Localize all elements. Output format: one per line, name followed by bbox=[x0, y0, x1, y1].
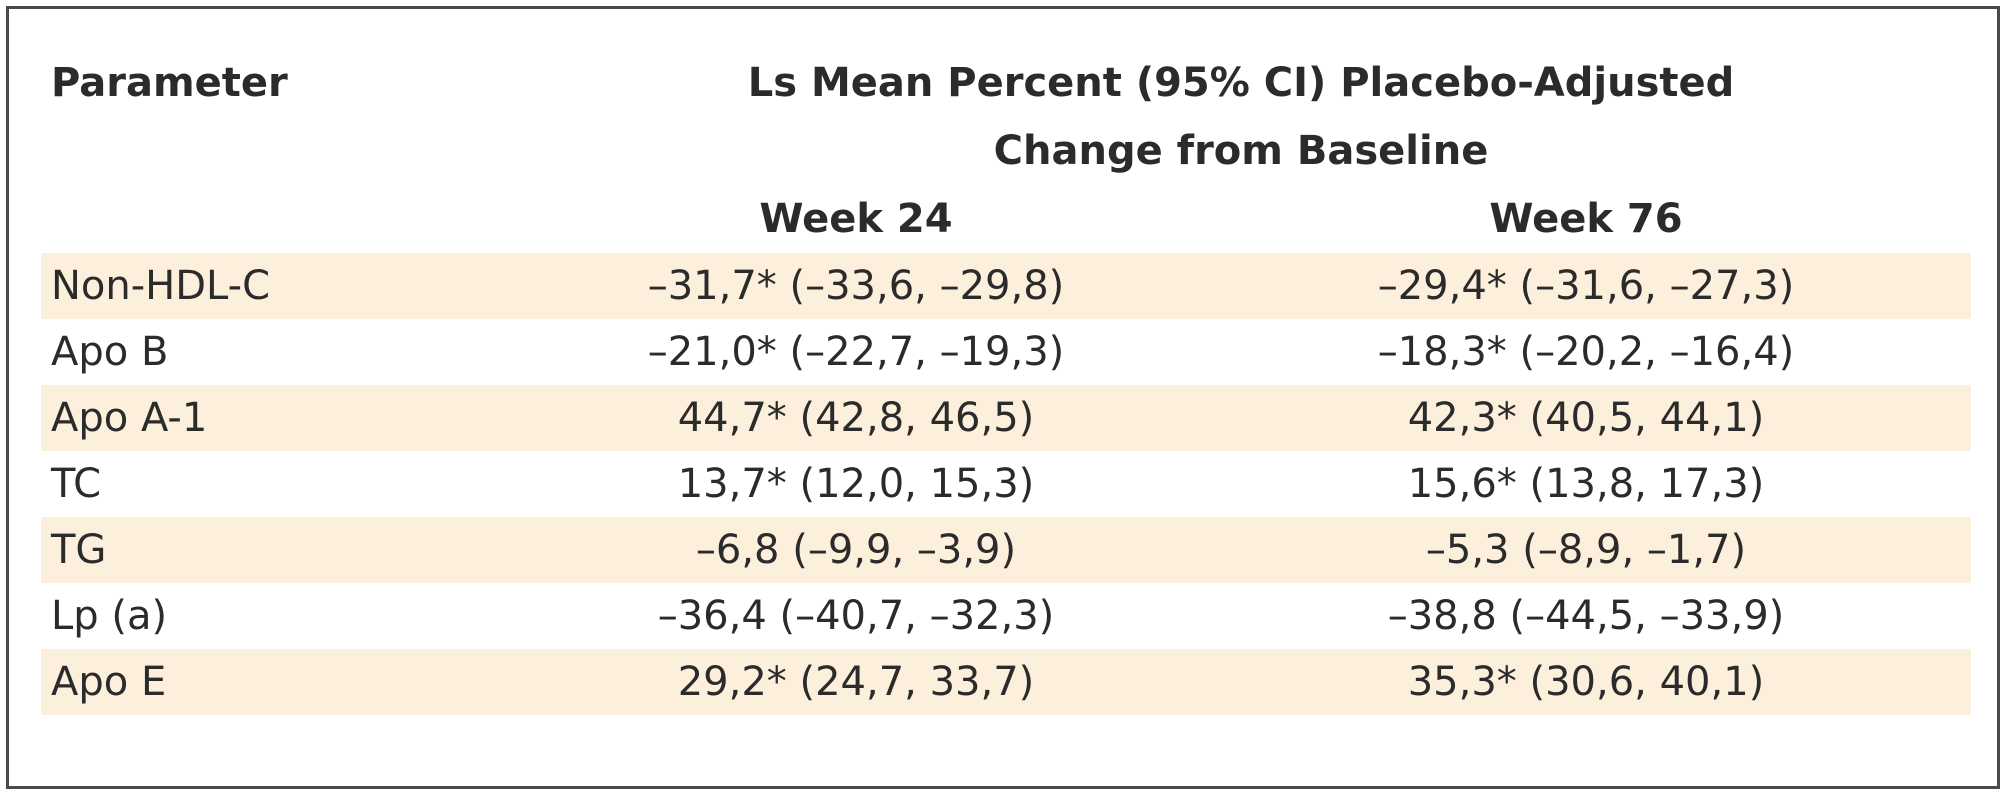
table-row: TG –6,8 (–9,9, –3,9) –5,3 (–8,9, –1,7) bbox=[41, 517, 1971, 583]
parameter-cell: Apo B bbox=[51, 329, 169, 375]
table-row: Apo B –21,0* (–22,7, –19,3) –18,3* (–20,2,… bbox=[41, 319, 1971, 385]
table-row: Apo E 29,2* (24,7, 33,7) 35,3* (30,6, 40,1… bbox=[41, 649, 1971, 715]
week24-cell: 29,2* (24,7, 33,7) bbox=[511, 649, 1201, 715]
week76-cell: –18,3* (–20,2, –16,4) bbox=[1377, 329, 1795, 375]
table-row: Lp (a) –36,4 (–40,7, –32,3) –38,8 (–44,5, … bbox=[41, 583, 1971, 649]
group-header-line2: Change from Baseline bbox=[993, 128, 1489, 174]
table-row: TC 13,7* (12,0, 15,3) 15,6* (13,8, 17,3) bbox=[41, 451, 1971, 517]
parameter-cell: Non-HDL-C bbox=[41, 253, 511, 319]
week76-header: Week 76 bbox=[1489, 196, 1683, 242]
empty-header-cell bbox=[41, 185, 511, 253]
week76-cell: 42,3* (40,5, 44,1) bbox=[1201, 385, 1971, 451]
week24-cell: 13,7* (12,0, 15,3) bbox=[677, 461, 1035, 507]
table-row: Non-HDL-C –31,7* (–33,6, –29,8) –29,4* (–3… bbox=[41, 253, 1971, 319]
parameter-header: Parameter bbox=[51, 60, 288, 106]
week24-cell: –21,0* (–22,7, –19,3) bbox=[647, 329, 1065, 375]
week24-cell: –31,7* (–33,6, –29,8) bbox=[511, 253, 1201, 319]
header-row-3: Week 24 Week 76 bbox=[41, 185, 1971, 253]
table-body: Non-HDL-C –31,7* (–33,6, –29,8) –29,4* (–3… bbox=[41, 253, 1971, 715]
week76-cell: –38,8 (–44,5, –33,9) bbox=[1387, 593, 1785, 639]
week76-cell: –5,3 (–8,9, –1,7) bbox=[1201, 517, 1971, 583]
week24-cell: –36,4 (–40,7, –32,3) bbox=[657, 593, 1055, 639]
parameter-cell: TG bbox=[41, 517, 511, 583]
week24-header: Week 24 bbox=[759, 196, 953, 242]
table-row: Apo A-1 44,7* (42,8, 46,5) 42,3* (40,5, 44… bbox=[41, 385, 1971, 451]
table-frame: Parameter Ls Mean Percent (95% CI) Place… bbox=[6, 6, 2000, 789]
parameter-cell: Apo E bbox=[41, 649, 511, 715]
week24-cell: –6,8 (–9,9, –3,9) bbox=[511, 517, 1201, 583]
header-row-1: Parameter Ls Mean Percent (95% CI) Place… bbox=[41, 49, 1971, 117]
group-header-line1: Ls Mean Percent (95% CI) Placebo-Adjuste… bbox=[747, 60, 1735, 106]
parameter-cell: TC bbox=[51, 461, 102, 507]
parameter-cell: Apo A-1 bbox=[41, 385, 511, 451]
week76-cell: 15,6* (13,8, 17,3) bbox=[1407, 461, 1765, 507]
week76-cell: 35,3* (30,6, 40,1) bbox=[1201, 649, 1971, 715]
week76-cell: –29,4* (–31,6, –27,3) bbox=[1201, 253, 1971, 319]
week24-cell: 44,7* (42,8, 46,5) bbox=[511, 385, 1201, 451]
results-table: Parameter Ls Mean Percent (95% CI) Place… bbox=[41, 49, 1971, 715]
parameter-cell: Lp (a) bbox=[51, 593, 168, 639]
table-container: Parameter Ls Mean Percent (95% CI) Place… bbox=[41, 49, 1971, 715]
empty-header-cell bbox=[41, 117, 511, 185]
header-row-2: Change from Baseline bbox=[41, 117, 1971, 185]
